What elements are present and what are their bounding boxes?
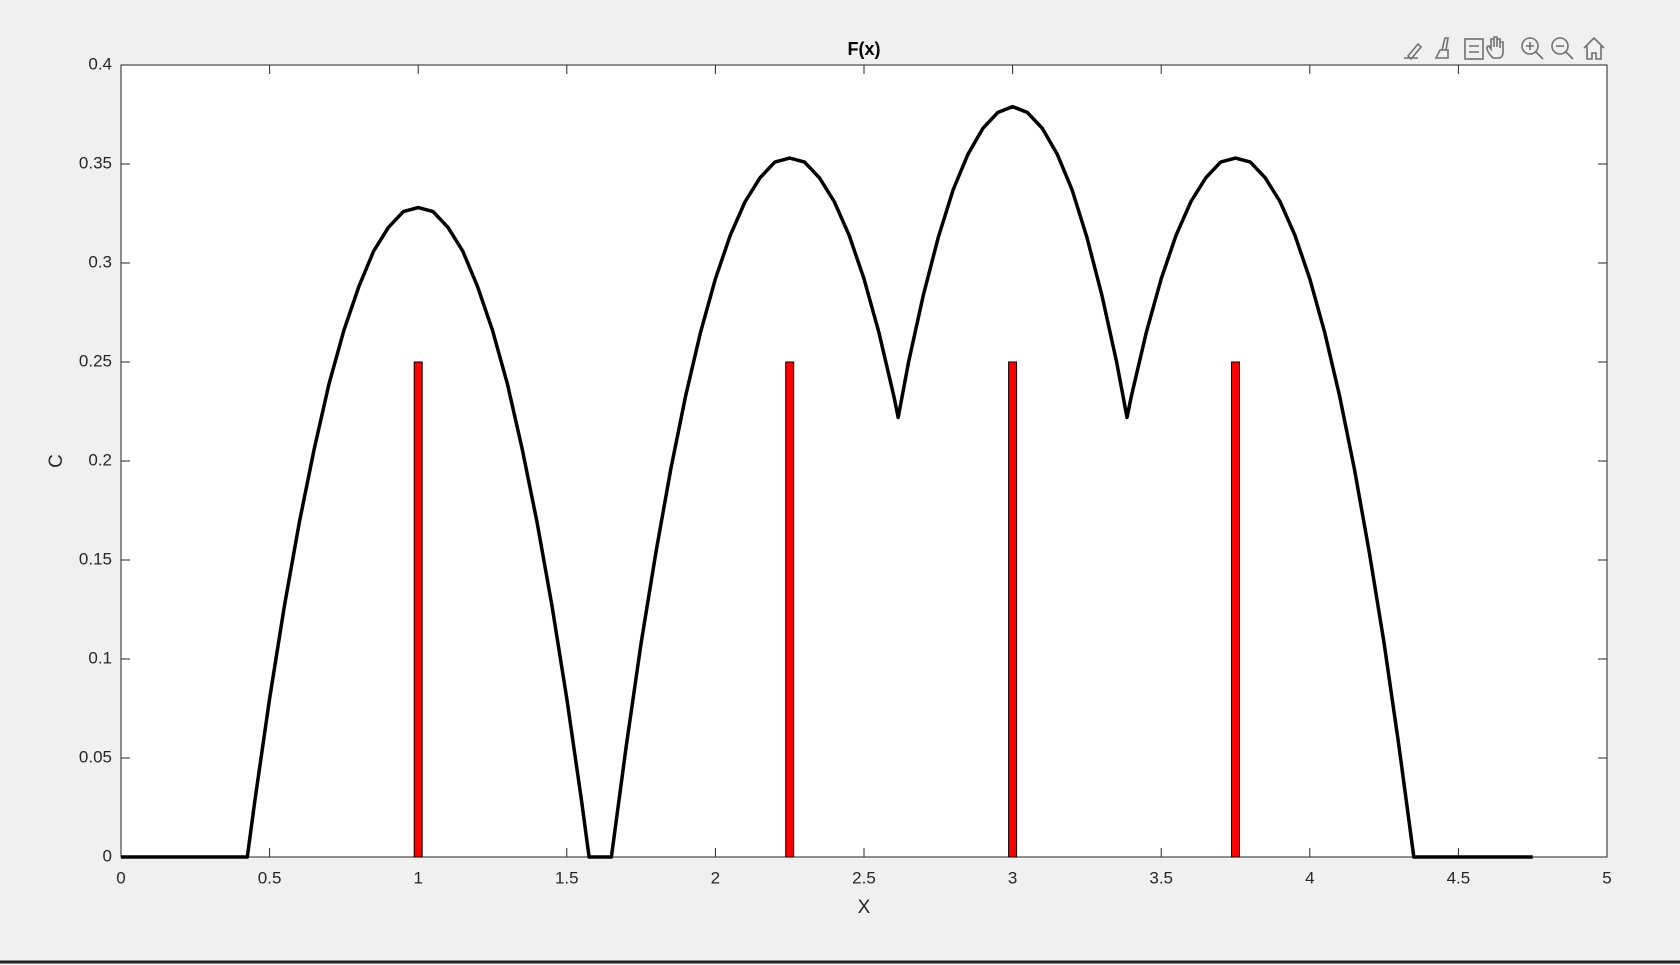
bar <box>785 361 795 858</box>
brush-tool[interactable] <box>1404 42 1423 61</box>
y-axis-label: C <box>46 454 67 468</box>
bar <box>1008 361 1018 858</box>
axes-box <box>120 64 1608 858</box>
home-tool[interactable] <box>1583 36 1605 60</box>
zoom-out-tool[interactable] <box>1551 37 1574 60</box>
y-tick-label: 0.1 <box>88 648 112 667</box>
x-tick-label: 3 <box>1008 868 1017 887</box>
x-tick-label: 0.5 <box>258 868 282 887</box>
y-tick-label: 0.4 <box>88 54 112 73</box>
line <box>121 104 1533 859</box>
y-tick-label: 0.05 <box>79 747 112 766</box>
x-tick-label: 4.5 <box>1447 868 1471 887</box>
x-tick-label: 0 <box>116 868 125 887</box>
x-tick-label: 2 <box>711 868 720 887</box>
zoom-in-tool[interactable] <box>1521 37 1544 60</box>
y-tick-label: 0.25 <box>79 351 112 370</box>
x-tick-label: 5 <box>1602 868 1611 887</box>
x-tick-label: 1.5 <box>555 868 579 887</box>
chart-title: F(x) <box>848 39 881 59</box>
x-axis-label: X <box>858 897 871 918</box>
y-tick-label: 0.35 <box>79 153 112 172</box>
x-tick-label: 2.5 <box>852 868 876 887</box>
y-tick-label: 0.2 <box>88 450 112 469</box>
x-tick-label: 3.5 <box>1149 868 1173 887</box>
y-tick-label: 0 <box>103 846 112 865</box>
bar <box>1231 361 1240 858</box>
legend-tool[interactable] <box>1464 38 1484 60</box>
data-cursor-tool[interactable] <box>1434 37 1449 59</box>
bar <box>413 361 423 858</box>
pan-tool[interactable] <box>1486 36 1504 59</box>
y-tick-label: 0.15 <box>79 549 112 568</box>
x-tick-label: 4 <box>1305 868 1314 887</box>
toolbar <box>1404 36 1605 61</box>
y-tick-label: 0.3 <box>88 252 112 271</box>
x-tick-label: 1 <box>413 868 422 887</box>
